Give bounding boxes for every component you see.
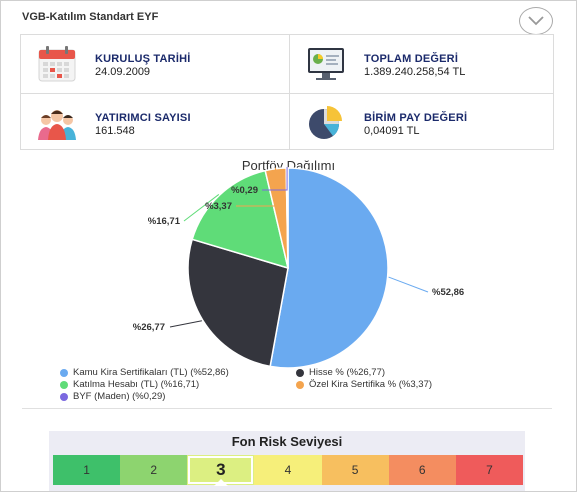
- slice-data-label: %52,86: [432, 287, 464, 298]
- callout-line: [236, 167, 276, 207]
- fund-title: VGB-Katılım Standart EYF: [22, 11, 159, 23]
- total-value-value: 1.389.240.258,54 TL: [364, 66, 466, 78]
- people-group-icon: [38, 110, 76, 140]
- legend-dot: [60, 368, 68, 377]
- portfolio-chart-title: Portföy Dağılımı: [241, 158, 336, 173]
- investor-count-label: YATIRIMCI SAYISI: [95, 112, 191, 124]
- chevron-down-icon: [528, 16, 544, 26]
- risk-title: Fon Risk Seviyesi: [231, 434, 343, 449]
- risk-level-5: 5: [321, 455, 389, 485]
- legend-dot: [296, 368, 304, 377]
- risk-level-2: 2: [120, 455, 188, 485]
- current-level-marker-icon: [213, 479, 228, 486]
- legend-label: BYF (Maden) (%0,29): [73, 391, 166, 402]
- risk-level-4: 4: [254, 455, 322, 485]
- total-value-cell: TOPLAM DEĞERİ 1.389.240.258,54 TL: [290, 35, 556, 91]
- unit-share-value-label: BİRİM PAY DEĞERİ: [364, 112, 468, 124]
- risk-level-7: 7: [455, 455, 523, 485]
- legend-label: Özel Kira Sertifika % (%3,37): [309, 379, 433, 390]
- risk-level-3: 3: [187, 455, 255, 486]
- calendar-icon: [38, 46, 76, 82]
- slice-katilma[interactable]: [191, 169, 290, 270]
- slice-data-label: %26,77: [133, 322, 165, 333]
- card-header: VGB-Katılım Standart EYF: [0, 0, 577, 38]
- slice-kamu-kira[interactable]: [269, 167, 389, 369]
- callout-line: [169, 320, 202, 328]
- slice-data-label: %3,37: [205, 201, 232, 212]
- legend-item-kamu-kira[interactable]: Kamu Kira Sertifikaları (TL) (%52,86): [60, 367, 229, 378]
- founding-date-value: 24.09.2009: [95, 66, 151, 78]
- legend-dot: [60, 392, 68, 401]
- investor-count-cell: YATIRIMCI SAYISI 161.548: [21, 94, 287, 150]
- dashboard-monitor-icon: [308, 48, 344, 80]
- legend-item-byf-maden[interactable]: BYF (Maden) (%0,29): [60, 391, 165, 402]
- pie-chart-icon: [309, 106, 342, 139]
- investor-count-value: 161.548: [95, 125, 135, 137]
- callout-line: [388, 276, 429, 293]
- legend-item-hisse[interactable]: Hisse % (%26,77): [296, 367, 385, 378]
- slice-data-label: %0,29: [231, 185, 258, 196]
- risk-level-1: 1: [53, 455, 121, 485]
- slice-data-label: %16,71: [148, 216, 181, 227]
- legend-dot: [60, 380, 68, 389]
- callout-line: [262, 167, 288, 191]
- legend-item-ozel-kira[interactable]: Özel Kira Sertifika % (%3,37): [296, 379, 432, 390]
- legend-label: Katılma Hesabı (TL) (%16,71): [73, 379, 200, 390]
- fund-info-grid: KURULUŞ TARİHİ 24.09.2009 TOPLAM DEĞERİ …: [20, 34, 554, 150]
- founding-date-cell: KURULUŞ TARİHİ 24.09.2009: [21, 35, 287, 91]
- unit-share-value-value: 0,04091 TL: [364, 125, 420, 137]
- unit-share-value-cell: BİRİM PAY DEĞERİ 0,04091 TL: [290, 94, 556, 150]
- founding-date-label: KURULUŞ TARİHİ: [95, 53, 191, 65]
- legend-label: Kamu Kira Sertifikaları (TL) (%52,86): [73, 367, 229, 378]
- slice-hisse[interactable]: [187, 238, 289, 368]
- callout-line: [183, 194, 220, 222]
- risk-level-6: 6: [388, 455, 456, 485]
- legend-dot: [296, 380, 304, 389]
- total-value-label: TOPLAM DEĞERİ: [364, 53, 459, 65]
- legend-item-katilma[interactable]: Katılma Hesabı (TL) (%16,71): [60, 379, 199, 390]
- legend-label: Hisse % (%26,77): [309, 367, 386, 378]
